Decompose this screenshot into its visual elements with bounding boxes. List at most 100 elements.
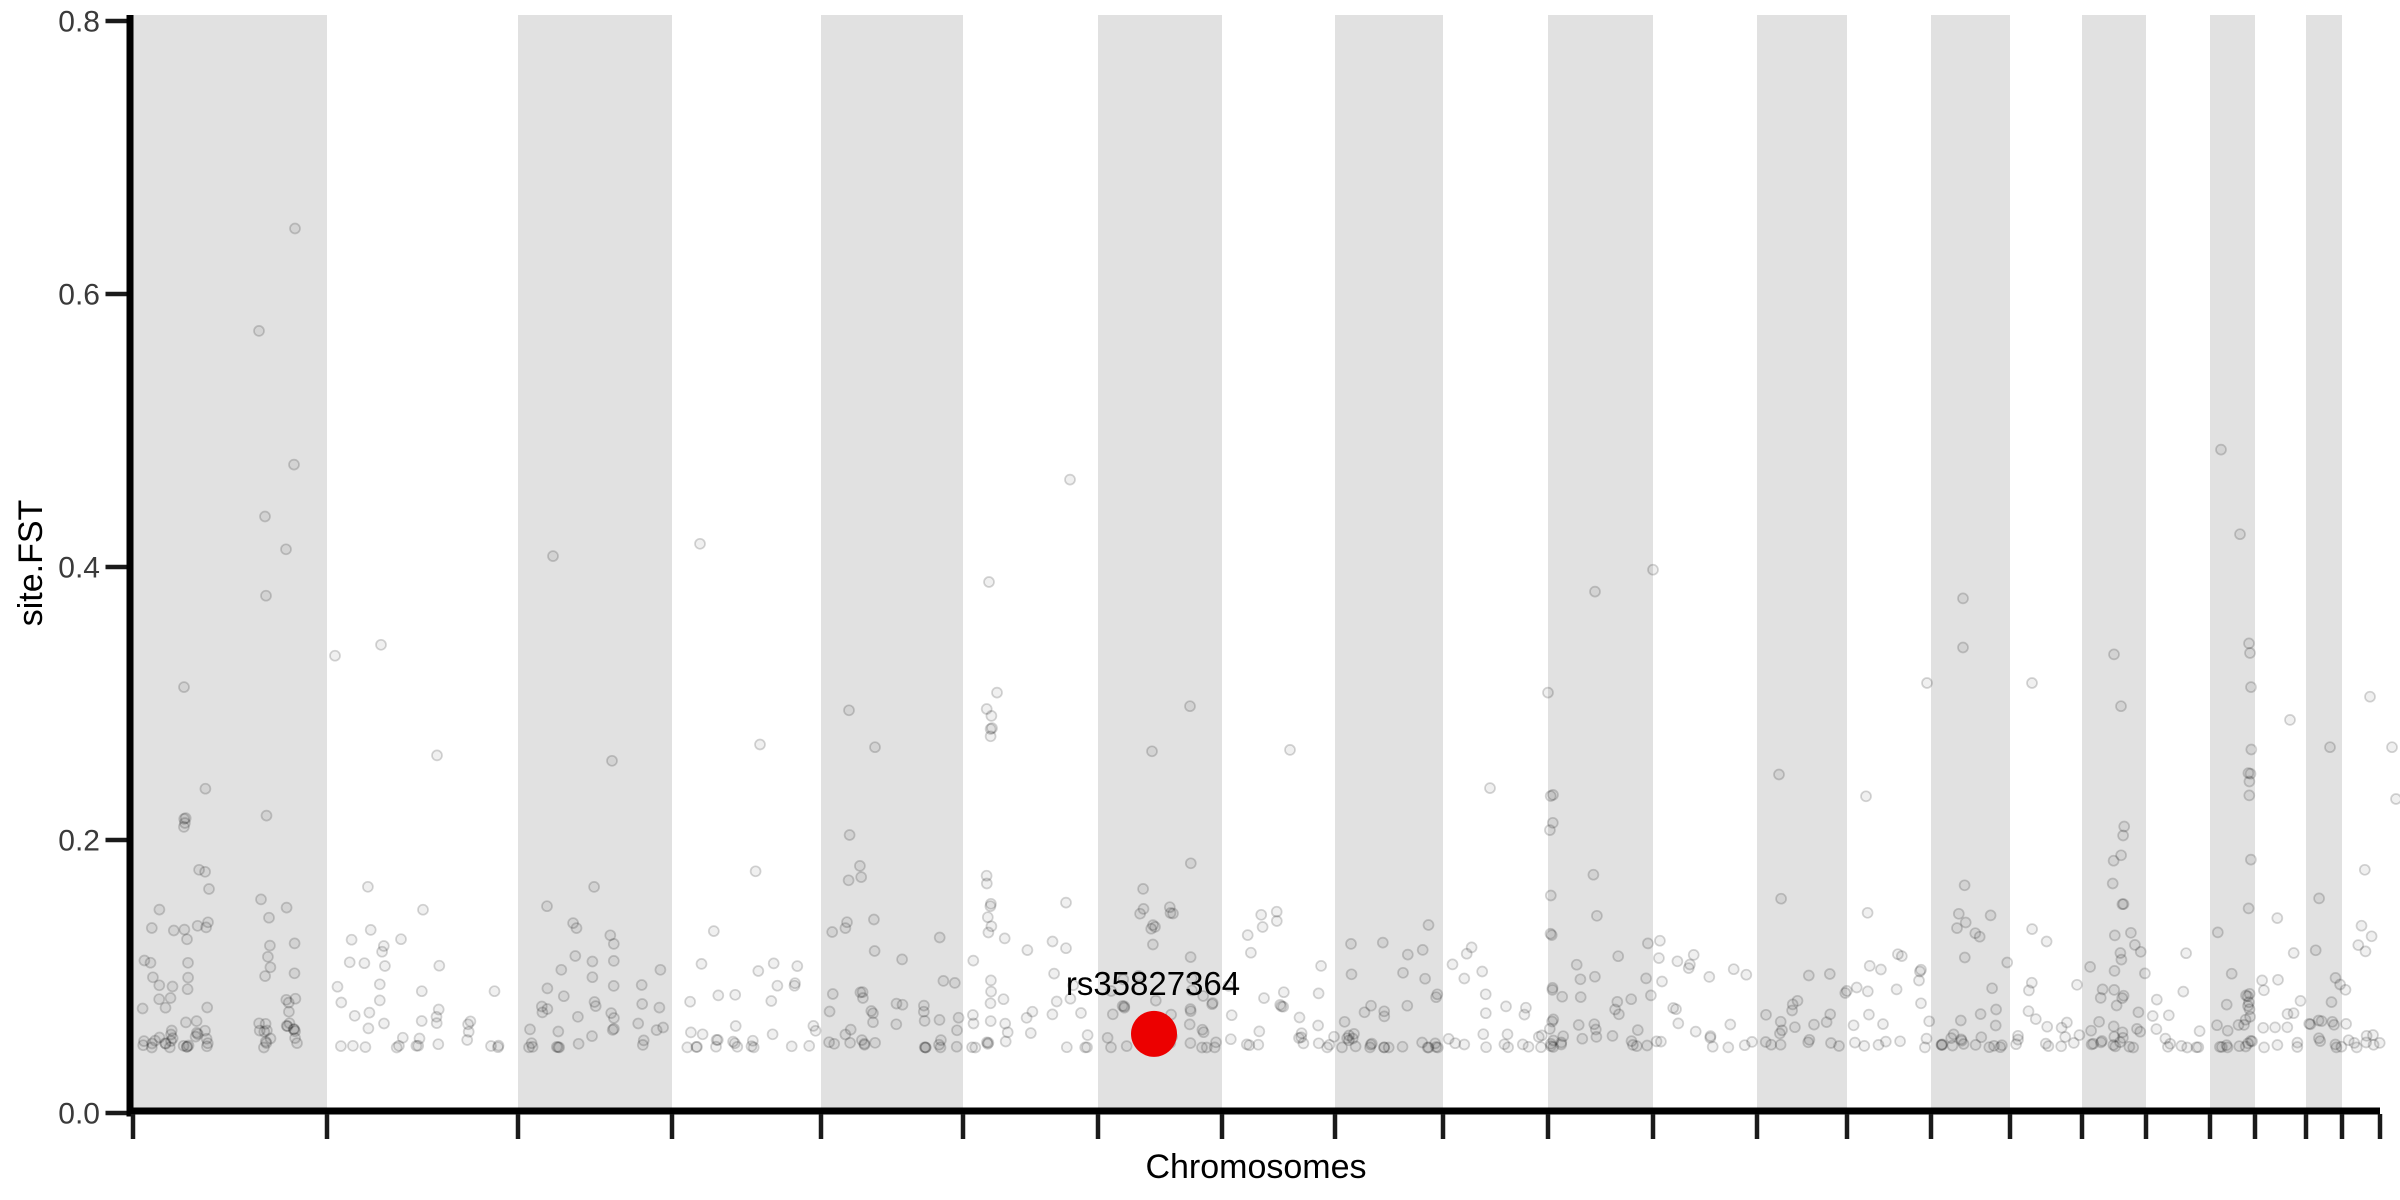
- scatter-point: [1684, 958, 1696, 971]
- scatter-point: [1895, 950, 1908, 962]
- scatter-point: [1765, 1038, 1778, 1051]
- scatter-point: [1704, 1030, 1717, 1042]
- scatter-point: [363, 1006, 376, 1019]
- scatter-point: [203, 883, 215, 895]
- scatter-point: [1118, 1001, 1131, 1014]
- scatter-point: [1738, 1039, 1751, 1052]
- scatter-point: [552, 1025, 565, 1038]
- scatter-point: [1245, 946, 1257, 959]
- scatter-point: [343, 956, 356, 969]
- scatter-point: [1625, 993, 1638, 1006]
- scatter-point: [2175, 1040, 2188, 1052]
- scatter-point: [1293, 1032, 1305, 1044]
- scatter-point: [280, 901, 293, 914]
- scatter-point: [199, 782, 212, 795]
- scatter-point: [2269, 1021, 2281, 1034]
- scatter-point: [654, 963, 667, 976]
- scatter-point: [1376, 936, 1389, 949]
- scatter-point: [844, 1036, 856, 1049]
- scatter-point: [2087, 1037, 2100, 1050]
- scatter-point: [2340, 1018, 2352, 1030]
- scatter-point: [1258, 992, 1270, 1004]
- scatter-point: [865, 1005, 878, 1017]
- outlier-point: [260, 589, 272, 602]
- scatter-point: [2116, 1026, 2129, 1039]
- scatter-point: [586, 955, 599, 968]
- scatter-point: [570, 922, 583, 934]
- scatter-point: [153, 1031, 166, 1044]
- x-axis-title: Chromosomes: [1145, 1148, 1366, 1186]
- scatter-point: [967, 954, 980, 967]
- scatter-point: [1671, 955, 1684, 968]
- scatter-point: [2241, 990, 2254, 1003]
- scatter-point: [2225, 967, 2238, 980]
- scatter-point: [2245, 743, 2258, 756]
- scatter-point: [2325, 996, 2338, 1008]
- scatter-point: [1892, 948, 1904, 961]
- scatter-point: [263, 911, 275, 924]
- scatter-point: [588, 881, 600, 893]
- y-axis-title: site.FST: [12, 500, 50, 627]
- scatter-point: [1988, 1039, 2000, 1052]
- scatter-point: [1969, 927, 1982, 940]
- outlier-point: [694, 537, 706, 550]
- scatter-point: [1574, 973, 1587, 986]
- scatter-point: [262, 950, 274, 963]
- scatter-point: [2358, 863, 2371, 876]
- scatter-point: [191, 919, 204, 932]
- scatter-point: [137, 1039, 150, 1052]
- scatter-point: [1149, 994, 1162, 1007]
- scatter-point: [2329, 972, 2342, 984]
- scatter-point: [1849, 1036, 1861, 1049]
- scatter-point: [2326, 1015, 2339, 1028]
- scatter-point: [2118, 820, 2131, 833]
- scatter-point: [1378, 1041, 1391, 1054]
- scatter-point: [1365, 1037, 1378, 1050]
- scatter-point: [1625, 1035, 1638, 1047]
- scatter-point: [1936, 1038, 1949, 1051]
- scatter-point: [2001, 956, 2014, 969]
- scatter-point: [2243, 775, 2256, 788]
- y-tick-label: 0.4: [58, 552, 100, 585]
- scatter-point: [2220, 998, 2233, 1011]
- scatter-point: [984, 723, 997, 735]
- scatter-point: [153, 993, 166, 1006]
- scatter-point: [918, 1015, 931, 1027]
- scatter-point: [1776, 1024, 1788, 1037]
- scatter-point: [159, 1001, 172, 1014]
- scatter-point: [541, 982, 554, 995]
- scatter-point: [632, 1017, 645, 1030]
- scatter-point: [1147, 919, 1159, 931]
- scatter-point: [2291, 1036, 2304, 1049]
- scatter-point: [535, 1000, 548, 1013]
- scatter-point: [828, 1037, 841, 1050]
- scatter-point: [1321, 1041, 1334, 1054]
- scatter-point: [2162, 1009, 2175, 1022]
- scatter-point: [999, 1035, 1012, 1048]
- outlier-point: [1284, 744, 1296, 756]
- scatter-point: [984, 1015, 997, 1027]
- scatter-point: [1060, 1041, 1073, 1054]
- scatter-point: [2238, 1019, 2250, 1031]
- scatter-point: [690, 1041, 703, 1053]
- scatter-point: [1184, 1005, 1197, 1018]
- scatter-point: [1958, 879, 1971, 892]
- scatter-point: [2010, 1038, 2022, 1051]
- scatter-point: [1640, 972, 1652, 985]
- scatter-point: [1642, 937, 1654, 950]
- scatter-point: [291, 1037, 303, 1049]
- scatter-point: [181, 933, 193, 946]
- scatter-point: [588, 996, 601, 1008]
- scatter-point: [280, 1019, 293, 1032]
- scatter-point: [358, 957, 371, 970]
- scatter-point: [288, 967, 301, 980]
- scatter-point: [2181, 1041, 2194, 1054]
- scatter-point: [2365, 930, 2378, 943]
- scatter-point: [2281, 1021, 2294, 1034]
- scatter-point: [1222, 980, 1235, 992]
- scatter-point: [2108, 1030, 2121, 1043]
- scatter-point: [2271, 912, 2284, 924]
- scatter-point: [289, 1032, 301, 1044]
- scatter-point: [1915, 997, 1927, 1010]
